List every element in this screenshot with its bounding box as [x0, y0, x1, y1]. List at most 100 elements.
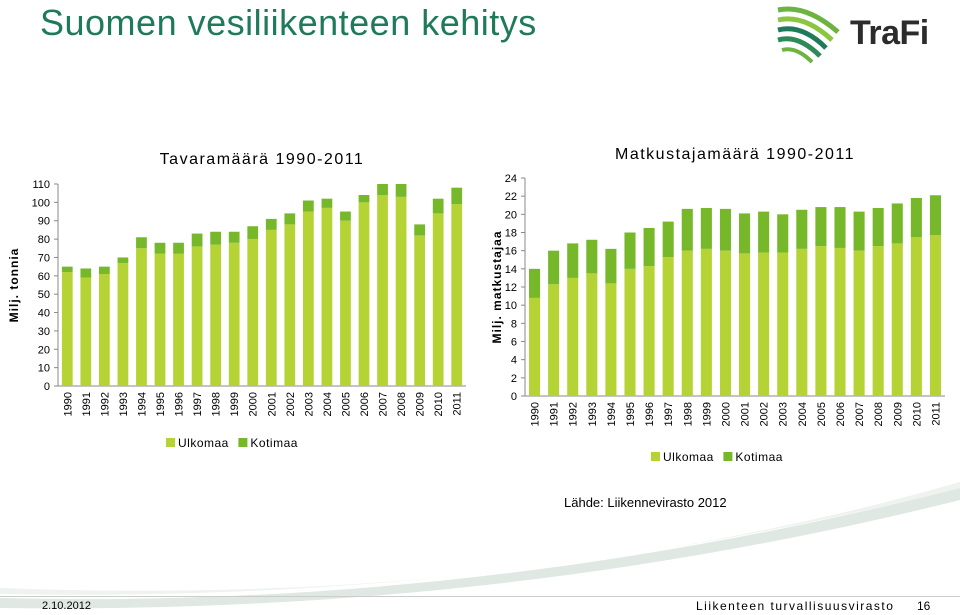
matkustaja-y-tick-label: 10 [505, 300, 517, 312]
matkustaja-bar-ulkomaa-1994 [605, 283, 617, 396]
matkustaja-bar-ulkomaa-2001 [739, 253, 751, 396]
tavara-bar-kotimaa-1991 [80, 268, 92, 278]
tavara-x-tick-label: 2006 [359, 392, 371, 416]
tavara-bar-kotimaa-1997 [191, 233, 203, 247]
tavara-bar-kotimaa-2005 [340, 211, 351, 221]
tavara-x-tick-label: 1991 [81, 392, 93, 416]
tavara-x-tick-label: 2011 [452, 392, 464, 416]
matkustaja-bar-kotimaa-1990 [529, 268, 541, 298]
tavara-bar-ulkomaa-2008 [395, 196, 407, 386]
tavara-bar-kotimaa-1992 [98, 266, 110, 274]
tavara-bar-kotimaa-2011 [451, 187, 463, 205]
matkustaja-y-tick-label: 20 [505, 209, 517, 221]
tavara-bar-ulkomaa-1999 [228, 242, 240, 386]
tavara-legend-label-ulkomaa: Ulkomaa [178, 436, 229, 450]
tavara-bar-ulkomaa-1993 [117, 262, 129, 386]
tavara-x-tick-label: 1990 [62, 392, 74, 416]
matkustaja-x-tick-label: 1990 [530, 402, 542, 426]
matkustaja-x-tick-label: 2002 [759, 402, 771, 426]
matkustaja-y-axis-label: Milj. matkustajaa [490, 230, 504, 343]
tavara-bar-kotimaa-2001 [265, 218, 277, 230]
matkustaja-y-tick-label: 16 [505, 246, 517, 258]
matkustaja-legend-label-ulkomaa: Ulkomaa [663, 450, 714, 464]
tavara-bar-kotimaa-1998 [210, 231, 222, 245]
matkustaja-y-tick-label: 14 [505, 264, 517, 276]
matkustaja-bar-kotimaa-2011 [929, 195, 941, 236]
tavara-x-tick-label: 2000 [248, 392, 260, 416]
matkustaja-y-tick-label: 18 [505, 228, 517, 240]
tavara-x-tick-label: 1996 [174, 392, 186, 416]
tavara-bar-ulkomaa-1994 [136, 248, 147, 386]
matkustaja-x-tick-label: 2011 [930, 402, 942, 426]
matkustaja-bar-kotimaa-2004 [796, 209, 808, 249]
tavara-y-tick-label: 10 [38, 363, 50, 375]
matkustaja-bar-ulkomaa-2005 [815, 246, 827, 396]
matkustaja-bar-ulkomaa-2002 [758, 252, 770, 396]
tavara-x-tick-label: 2008 [396, 392, 408, 416]
tavara-legend-swatch-kotimaa [238, 438, 248, 447]
tavara-x-tick-label: 2005 [340, 392, 352, 416]
matkustaja-y-tick-label: 24 [505, 173, 517, 185]
matkustaja-x-tick-label: 2010 [911, 402, 923, 426]
tavara-bar-kotimaa-2010 [432, 198, 444, 214]
matkustaja-bar-kotimaa-2010 [910, 197, 922, 238]
matkustaja-bar-ulkomaa-1998 [681, 250, 693, 396]
tavara-x-tick-label: 1995 [155, 392, 167, 416]
tavara-x-tick-label: 1994 [136, 392, 148, 416]
matkustaja-bar-ulkomaa-2011 [929, 235, 941, 396]
matkustaja-bar-kotimaa-2005 [815, 207, 827, 247]
tavara-bar-ulkomaa-1992 [98, 273, 110, 386]
matkustaja-bar-kotimaa-1996 [643, 227, 655, 267]
tavara-y-tick-label: 80 [38, 234, 50, 246]
tavara-y-tick-label: 50 [38, 289, 50, 301]
tavara-y-tick-label: 70 [38, 252, 50, 264]
footer-date: 2.10.2012 [42, 600, 91, 612]
matkustaja-bar-ulkomaa-1997 [662, 257, 674, 396]
tavara-bar-ulkomaa-1990 [61, 272, 73, 386]
matkustaja-x-tick-label: 1995 [625, 402, 637, 426]
tavara-bar-ulkomaa-2010 [432, 213, 444, 386]
matkustaja-bar-kotimaa-1997 [662, 221, 674, 258]
matkustaja-bar-ulkomaa-1991 [548, 284, 560, 396]
tavara-x-tick-label: 1997 [192, 392, 204, 416]
matkustaja-legend-label-kotimaa: Kotimaa [735, 450, 783, 464]
tavara-bar-kotimaa-2006 [358, 195, 370, 203]
tavara-bar-ulkomaa-2003 [302, 211, 314, 386]
footer-page-number: 16 [917, 599, 931, 613]
matkustaja-bar-ulkomaa-2006 [834, 247, 846, 396]
footer-organization: Liikenteen turvallisuusvirasto [696, 599, 895, 613]
tavara-x-tick-label: 2001 [266, 392, 278, 416]
matkustaja-bar-kotimaa-1993 [586, 239, 598, 274]
tavara-bar-ulkomaa-2005 [340, 220, 351, 386]
matkustaja-bar-kotimaa-2002 [758, 211, 770, 253]
tavara-bar-ulkomaa-1996 [173, 253, 184, 386]
tavara-x-tick-label: 1993 [118, 392, 130, 416]
tavara-bar-ulkomaa-2002 [284, 224, 296, 386]
matkustaja-legend-swatch-kotimaa [723, 452, 733, 461]
matkustaja-x-tick-label: 1996 [644, 402, 656, 426]
matkustaja-y-tick-label: 0 [511, 391, 517, 403]
logo-text: TraFi [850, 14, 929, 52]
tavara-y-tick-label: 90 [38, 216, 50, 228]
tavara-x-tick-label: 2009 [415, 392, 427, 416]
matkustaja-bar-ulkomaa-2000 [719, 250, 731, 396]
matkustaja-bar-kotimaa-1994 [605, 248, 617, 284]
matkustaja-x-tick-label: 2007 [854, 402, 866, 426]
tavara-y-tick-label: 110 [32, 179, 50, 191]
tavara-x-tick-label: 2010 [433, 392, 445, 416]
matkustaja-x-tick-label: 2003 [778, 402, 790, 426]
tavara-y-axis-label: Milj. tonnia [7, 248, 21, 323]
matkustaja-x-tick-label: 1991 [549, 402, 561, 426]
page-title: Suomen vesiliikenteen kehitys [40, 2, 537, 43]
matkustaja-y-tick-label: 6 [511, 337, 517, 349]
matkustaja-y-tick-label: 4 [511, 355, 517, 367]
matkustaja-bar-kotimaa-2009 [891, 203, 903, 244]
tavara-bar-ulkomaa-2000 [247, 239, 259, 386]
matkustaja-bar-ulkomaa-2008 [872, 246, 884, 396]
matkustaja-chart-title: Matkustajamäärä 1990-2011 [615, 146, 855, 163]
matkustaja-bar-kotimaa-2006 [834, 207, 846, 248]
matkustaja-x-tick-label: 1992 [568, 402, 580, 426]
tavara-legend-swatch-ulkomaa [166, 438, 175, 447]
tavara-x-tick-label: 1998 [211, 392, 223, 416]
tavara-bar-kotimaa-1993 [117, 257, 129, 263]
